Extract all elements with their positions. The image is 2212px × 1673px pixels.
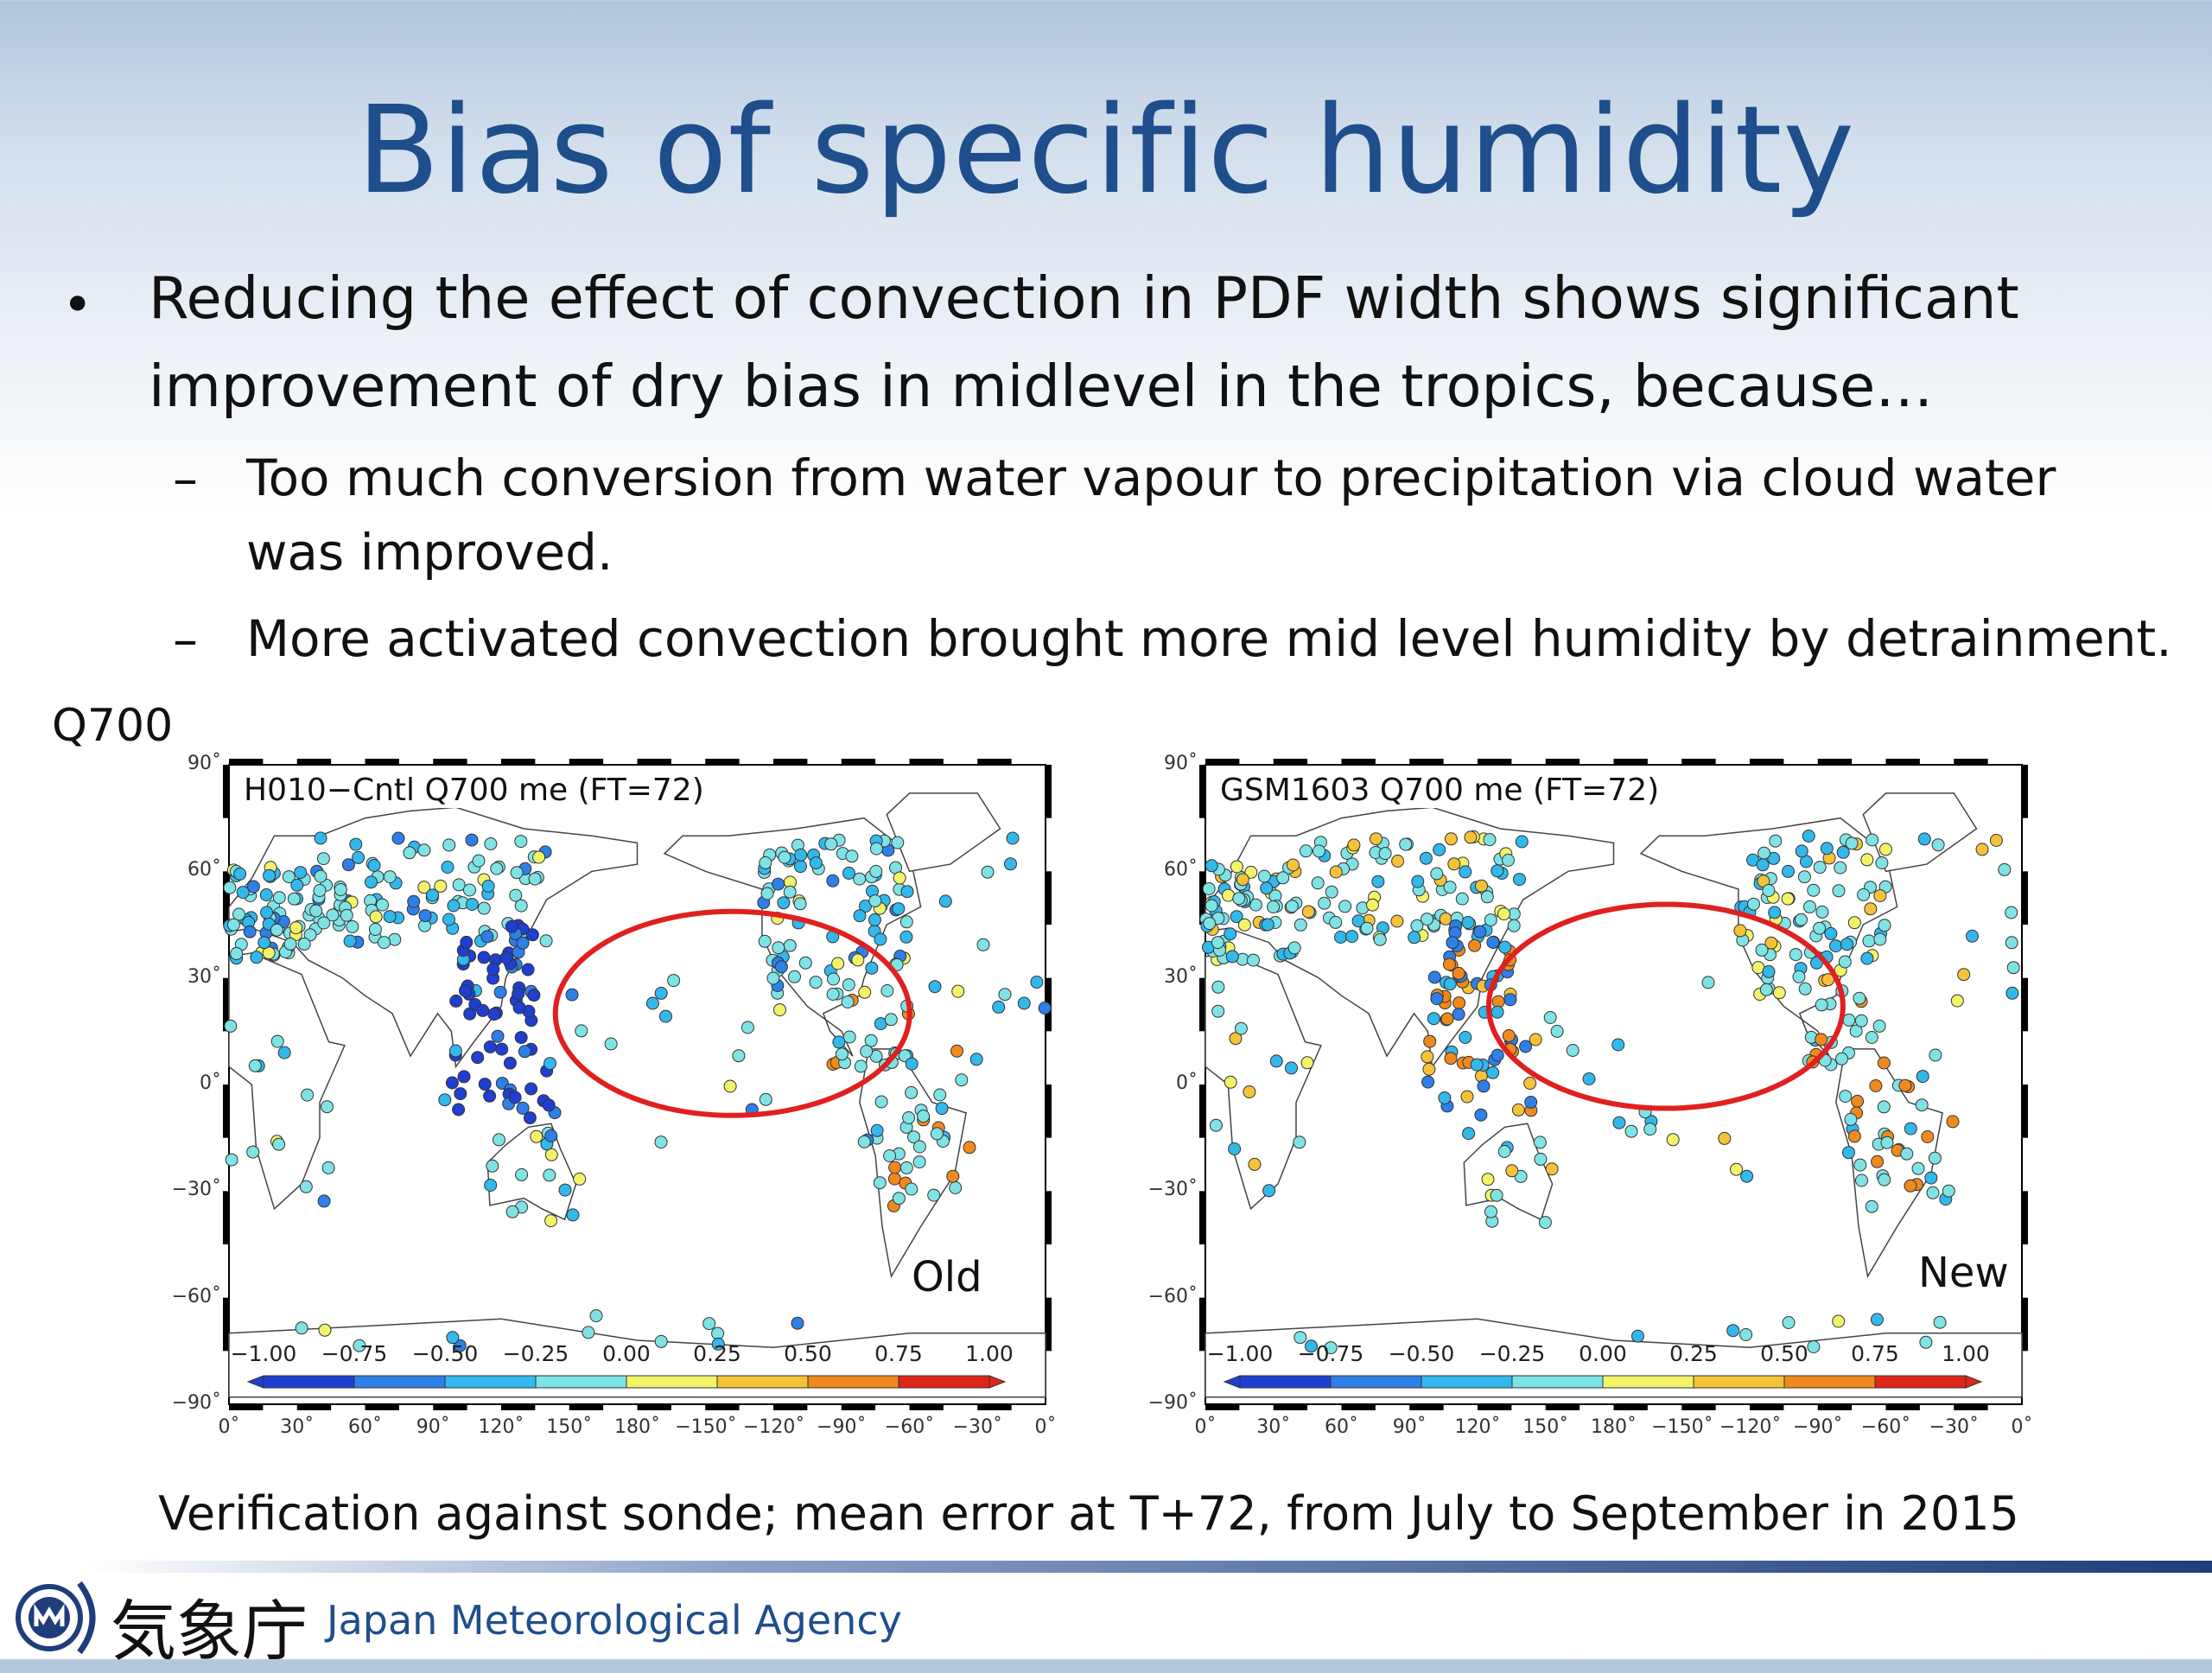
latitude-label: 90˚: [1164, 753, 1198, 774]
colorbar-tick-label: −0.50: [411, 1341, 479, 1366]
longitude-label: 150˚: [1522, 1416, 1569, 1438]
colorbar-tick-label: 0.50: [1760, 1341, 1808, 1366]
colorbar-tick-label: 1.00: [1942, 1341, 1990, 1366]
latitude-label: −30˚: [1147, 1179, 1198, 1201]
colorbar-tick-label: −0.50: [1388, 1341, 1455, 1366]
panel-title: GSM1603 Q700 me (FT=72): [1217, 773, 1663, 808]
colorbar-tick-label: 0.75: [874, 1341, 923, 1366]
jma-logo-icon: [10, 1573, 105, 1663]
latitude-label: −60˚: [171, 1285, 221, 1307]
longitude-label: 180˚: [1591, 1416, 1637, 1438]
latitude-label: −90˚: [1147, 1392, 1198, 1414]
longitude-label: −150˚: [675, 1416, 737, 1438]
longitude-label: 0˚: [2011, 1416, 2033, 1438]
bullet-icon: •: [62, 275, 93, 335]
longitude-label: −30˚: [1929, 1416, 1979, 1438]
longitude-label: 60˚: [1325, 1416, 1358, 1438]
colorbar-tick-label: −0.75: [321, 1341, 388, 1366]
sub-bullet-1-line-1: Too much conversion from water vapour to…: [246, 448, 2056, 507]
longitude-label: 0˚: [1034, 1416, 1057, 1438]
longitude-label: 90˚: [416, 1416, 450, 1438]
longitude-label: 30˚: [1256, 1416, 1291, 1438]
colorbar-tick-label: 0.00: [602, 1341, 651, 1366]
latitude-label: −60˚: [1147, 1285, 1198, 1307]
longitude-label: 60˚: [348, 1416, 382, 1438]
main-bullet: Reducing the effect of convection in PDF…: [149, 254, 2162, 430]
longitude-label: 30˚: [280, 1416, 315, 1438]
longitude-label: 120˚: [478, 1416, 524, 1438]
colorbar-tick-label: 1.00: [965, 1341, 1014, 1366]
longitude-label: 150˚: [546, 1416, 593, 1438]
longitude-label: 180˚: [614, 1416, 660, 1438]
dash-icon: –: [173, 610, 198, 669]
panel-title: H010−Cntl Q700 me (FT=72): [240, 773, 708, 808]
footer-bar: [86, 1561, 2212, 1573]
sub-bullet-2: More activated convection brought more m…: [246, 601, 2173, 676]
colorbar-tick-label: −0.25: [1478, 1341, 1546, 1366]
bullet-line-2: improvement of dry bias in midlevel in t…: [149, 353, 1934, 420]
latitude-label: 0˚: [1176, 1072, 1198, 1094]
new-label: New: [1918, 1249, 2009, 1297]
longitude-label: 0˚: [218, 1416, 240, 1438]
map-graphic: [223, 759, 1052, 1410]
latitude-label: −30˚: [171, 1179, 221, 1201]
longitude-label: −60˚: [884, 1416, 935, 1438]
latitude-label: 30˚: [188, 965, 221, 988]
colorbar-tick-label: 0.25: [693, 1341, 741, 1366]
agency-name-jp: 気象庁: [111, 1593, 308, 1670]
latitude-label: 60˚: [1164, 859, 1198, 881]
longitude-label: 120˚: [1454, 1416, 1501, 1438]
colorbar-tick-label: −0.75: [1297, 1341, 1364, 1366]
variable-label: Q700: [52, 700, 174, 752]
latitude-label: 90˚: [188, 753, 221, 774]
longitude-label: −90˚: [1793, 1416, 1843, 1438]
longitude-label: −120˚: [1719, 1416, 1782, 1438]
longitude-label: −90˚: [817, 1416, 867, 1438]
longitude-label: 0˚: [1194, 1416, 1217, 1438]
colorbar-tick-label: 0.75: [1851, 1341, 1899, 1366]
agency-name-en: Japan Meteorological Agency: [327, 1597, 902, 1644]
longitude-label: −120˚: [743, 1416, 805, 1438]
colorbar-tick-label: 0.50: [784, 1341, 832, 1366]
latitude-label: 0˚: [200, 1072, 221, 1094]
colorbar-tick-label: −1.00: [230, 1341, 297, 1366]
map-panel-old: H010−Cntl Q700 me (FT=72) Old −1.00 −0.75…: [172, 752, 1089, 1443]
map-panel-new: GSM1603 Q700 me (FT=72) New −1.00 −0.75 −0…: [1147, 752, 2065, 1443]
old-label: Old: [912, 1253, 982, 1301]
longitude-label: −30˚: [952, 1416, 1002, 1438]
longitude-label: 90˚: [1392, 1416, 1427, 1438]
latitude-label: 60˚: [188, 859, 221, 881]
colorbar-tick-label: −1.00: [1206, 1341, 1274, 1366]
caption: Verification against sonde; mean error a…: [158, 1486, 2019, 1541]
longitude-label: −60˚: [1860, 1416, 1911, 1438]
slide-title: Bias of specific humidity: [356, 80, 1856, 221]
colorbar-tick-label: 0.00: [1579, 1341, 1627, 1366]
sub-bullet-1-line-2: was improved.: [246, 523, 613, 582]
sub-bullet-1: Too much conversion from water vapour to…: [246, 441, 2173, 589]
latitude-label: 30˚: [1164, 965, 1198, 988]
longitude-label: −150˚: [1651, 1416, 1713, 1438]
colorbar-tick-label: −0.25: [502, 1341, 569, 1366]
map-graphic: [1199, 759, 2028, 1410]
dash-icon: –: [173, 449, 198, 508]
bullet-line-1: Reducing the effect of convection in PDF…: [149, 264, 2019, 332]
latitude-label: −90˚: [171, 1392, 221, 1414]
sub-bullet-2-line-1: More activated convection brought more m…: [246, 609, 2172, 668]
colorbar-tick-label: 0.25: [1669, 1341, 1718, 1366]
